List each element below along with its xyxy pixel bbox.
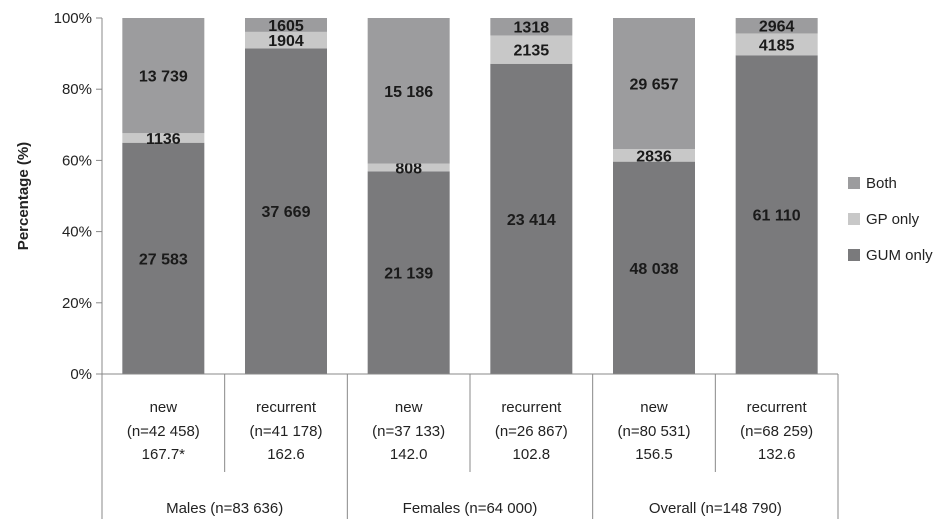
data-label: 2964	[759, 19, 795, 36]
y-tick-label: 60%	[62, 152, 92, 169]
group-label: Females (n=64 000)	[403, 500, 538, 517]
y-tick-label: 20%	[62, 295, 92, 312]
category-count: (n=80 531)	[618, 423, 691, 440]
data-label: 21 139	[384, 266, 433, 283]
category-rate: 102.8	[513, 446, 551, 463]
bar-segment	[122, 142, 205, 374]
legend-swatch	[848, 177, 860, 189]
bar-stack: 48 038 2836 29 657	[613, 18, 695, 374]
y-axis-label: Percentage (%)	[15, 142, 32, 250]
legend-swatch	[848, 213, 860, 225]
category-count: (n=68 259)	[740, 423, 813, 440]
category-label: recurrent	[256, 399, 317, 416]
category-count: (n=26 867)	[495, 423, 568, 440]
bar-stack: 21 139 808 15 186	[367, 18, 450, 374]
category-rate: 142.0	[390, 446, 428, 463]
bar-segment	[735, 33, 818, 56]
data-label: 13 739	[139, 69, 188, 86]
bar-segment	[245, 31, 327, 49]
bar-segment	[367, 18, 450, 164]
data-label: 1605	[268, 18, 304, 35]
bar-segment	[490, 18, 573, 36]
group-label: Overall (n=148 790)	[649, 500, 782, 517]
bar-segment	[735, 18, 818, 34]
bar-segment	[490, 63, 573, 375]
y-tick-label: 100%	[54, 10, 92, 27]
bar-segment	[245, 18, 327, 32]
legend-label: GUM only	[866, 247, 933, 264]
data-label: 2836	[636, 148, 672, 165]
bar-segment	[735, 55, 818, 375]
y-tick-label: 40%	[62, 224, 92, 241]
bar-segment	[122, 133, 205, 143]
bar-segment	[122, 18, 205, 134]
data-label: 1904	[268, 33, 304, 50]
bar-stack: 27 583 1136 13 739	[122, 18, 205, 374]
data-label: 29 657	[630, 77, 679, 94]
category-rate: 162.6	[267, 446, 305, 463]
category-rate: 156.5	[635, 446, 673, 463]
category-label: new	[150, 399, 178, 416]
category-label: new	[640, 399, 668, 416]
data-label: 4185	[759, 37, 795, 54]
legend-swatch	[848, 249, 860, 261]
data-label: 2135	[514, 43, 550, 60]
data-label: 1136	[146, 131, 181, 148]
y-tick-label: 0%	[70, 366, 92, 383]
data-label: 27 583	[139, 251, 188, 268]
bar-segment	[367, 163, 450, 172]
y-axis: 0% 20% 40% 60% 80% 100%	[54, 10, 103, 383]
bar-segment	[613, 18, 695, 150]
bar-segment	[490, 35, 573, 64]
data-label: 808	[395, 160, 422, 177]
data-label: 61 110	[753, 208, 801, 225]
category-label: new	[395, 399, 423, 416]
category-count: (n=41 178)	[250, 423, 323, 440]
data-label: 37 669	[262, 204, 311, 221]
y-tick-label: 80%	[62, 81, 92, 98]
data-label: 48 038	[630, 261, 679, 278]
bar-segment	[613, 161, 695, 374]
category-rate: 167.7*	[142, 446, 186, 463]
bar-stack: 23 414 2135 1318	[490, 18, 573, 375]
bar-segment	[367, 171, 450, 374]
legend-label: Both	[866, 175, 897, 192]
legend-label: GP only	[866, 211, 920, 228]
data-label: 15 186	[384, 84, 433, 101]
bar-segment	[613, 149, 695, 162]
category-label: recurrent	[747, 399, 808, 416]
category-count: (n=37 133)	[372, 423, 445, 440]
legend: Both GP only GUM only	[848, 175, 933, 264]
category-rate: 132.6	[758, 446, 796, 463]
data-label: 1318	[514, 20, 550, 37]
category-label: recurrent	[501, 399, 562, 416]
group-label: Males (n=83 636)	[166, 500, 283, 517]
data-label: 23 414	[507, 212, 556, 229]
category-count: (n=42 458)	[127, 423, 200, 440]
x-axis: new (n=42 458) 167.7* recurrent (n=41 178) 16…	[101, 373, 839, 519]
bar-segment	[245, 48, 327, 375]
